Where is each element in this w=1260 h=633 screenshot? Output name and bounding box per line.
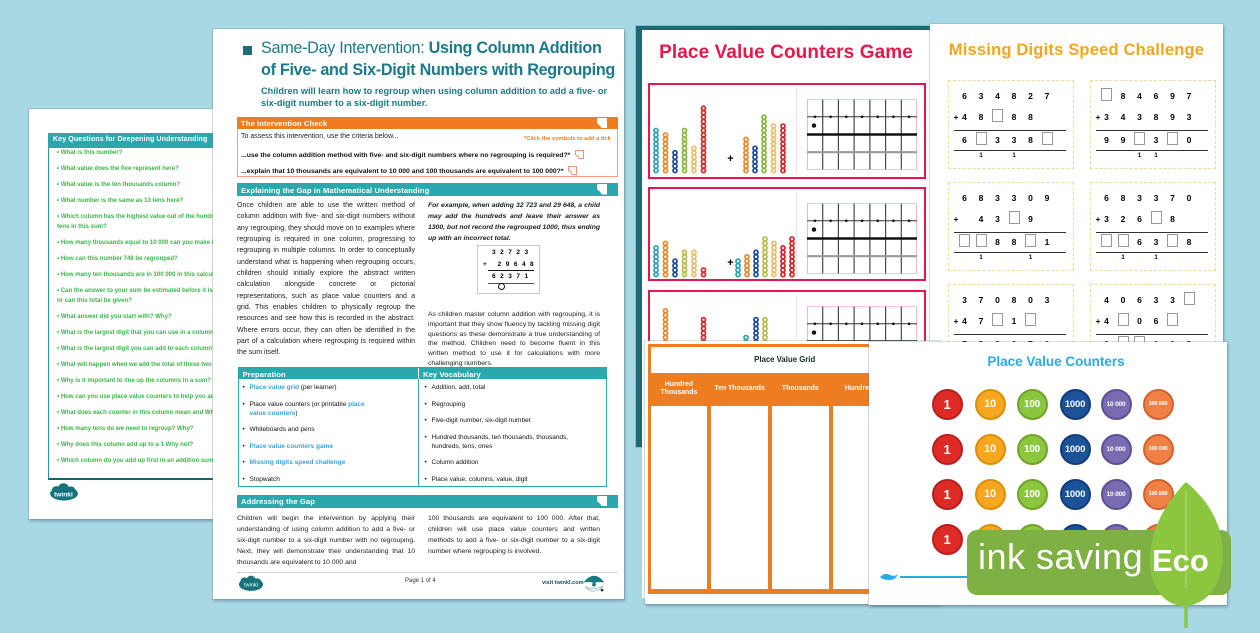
svg-text:twinkl: twinkl	[244, 583, 258, 589]
svg-text:twinkl: twinkl	[54, 491, 73, 498]
